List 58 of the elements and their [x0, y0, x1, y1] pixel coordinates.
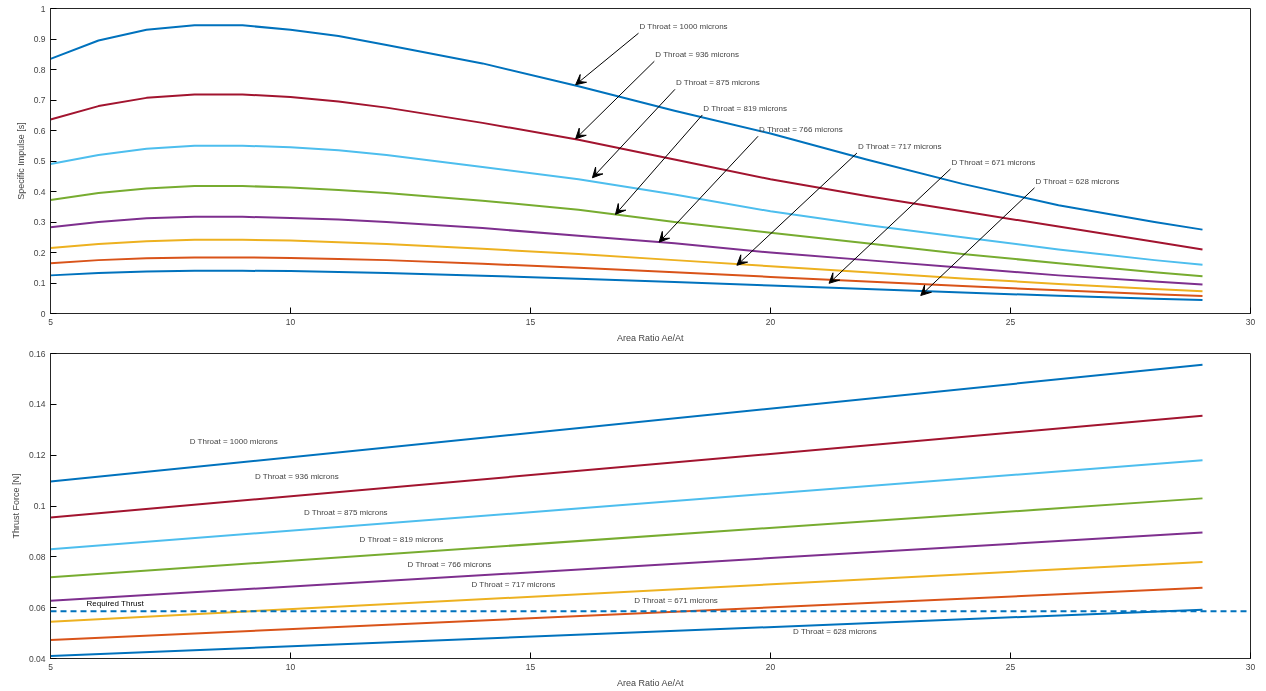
annotation: D Throat = 936 microns [655, 50, 740, 60]
y-axis-title: Specific Impulse [s] [15, 122, 26, 200]
y-tick-label: 0.7 [33, 95, 46, 105]
y-tick-label: 0.1 [33, 278, 46, 288]
y-tick-label: 0.2 [33, 247, 46, 258]
line-series [50, 93, 1204, 251]
annotation: D Throat = 628 microns [1035, 176, 1120, 186]
y-tick-label: 0.04 [28, 653, 46, 664]
annotation: D Throat = 717 microns [857, 142, 942, 152]
y-tick-label: 0.6 [33, 125, 46, 136]
x-axis-title: Area Ratio Ae/At [616, 677, 685, 688]
x-tick-label: 30 [1245, 661, 1256, 672]
y-tick-label: 0.5 [33, 156, 46, 166]
y-tick-label: 0 [40, 308, 46, 319]
y-tick-label: 0.9 [33, 34, 46, 44]
y-tick-label: 0.14 [28, 399, 46, 410]
line-series [50, 24, 1204, 231]
x-axis-title: Area Ratio Ae/At [616, 332, 685, 343]
y-tick-label: 0.8 [33, 64, 46, 75]
y-axis-title: Thrust Force [N] [10, 473, 21, 539]
x-tick-label: 5 [48, 661, 54, 672]
annotation: D Throat = 717 microns [471, 580, 556, 590]
annotation: D Throat = 936 microns [254, 472, 339, 482]
x-tick-label: 20 [765, 316, 776, 327]
y-tick-label: 0.12 [28, 450, 46, 461]
line-series [50, 144, 1204, 266]
y-tick-label: 0.16 [28, 348, 46, 359]
annotation: D Throat = 1000 microns [189, 436, 278, 446]
x-tick-label: 25 [1005, 661, 1016, 672]
x-tick-label: 10 [285, 661, 296, 672]
x-tick-label: 5 [48, 316, 54, 327]
line-series [50, 269, 1204, 302]
x-tick-label: 20 [765, 661, 776, 672]
y-tick-label: 0.08 [28, 551, 46, 562]
line-series [50, 238, 1204, 293]
annotation: D Throat = 1000 microns [639, 22, 728, 32]
annotation: D Throat = 671 microns [951, 157, 1036, 167]
annotation: D Throat = 819 microns [703, 103, 788, 113]
y-tick-label: 1 [40, 3, 46, 14]
y-tick-label: 0.06 [28, 602, 46, 613]
ref-line-label: Required Thrust [86, 599, 145, 609]
annotation: D Throat = 819 microns [359, 534, 444, 544]
y-tick-label: 0.1 [33, 501, 46, 511]
x-tick-label: 25 [1005, 316, 1016, 327]
line-series [50, 215, 1204, 286]
x-tick-label: 15 [525, 661, 536, 672]
x-tick-label: 15 [525, 316, 536, 327]
annotation: D Throat = 671 microns [634, 596, 718, 606]
annotation: D Throat = 766 microns [407, 559, 492, 569]
y-tick-label: 0.3 [33, 217, 46, 227]
x-tick-label: 10 [285, 316, 296, 327]
x-tick-label: 30 [1245, 316, 1256, 327]
y-tick-label: 0.4 [33, 186, 46, 197]
line-series [50, 185, 1204, 278]
line-series [50, 256, 1204, 298]
annotation: D Throat = 875 microns [675, 78, 760, 88]
annotation: D Throat = 628 microns [793, 627, 877, 637]
annotation: D Throat = 875 microns [303, 507, 388, 517]
